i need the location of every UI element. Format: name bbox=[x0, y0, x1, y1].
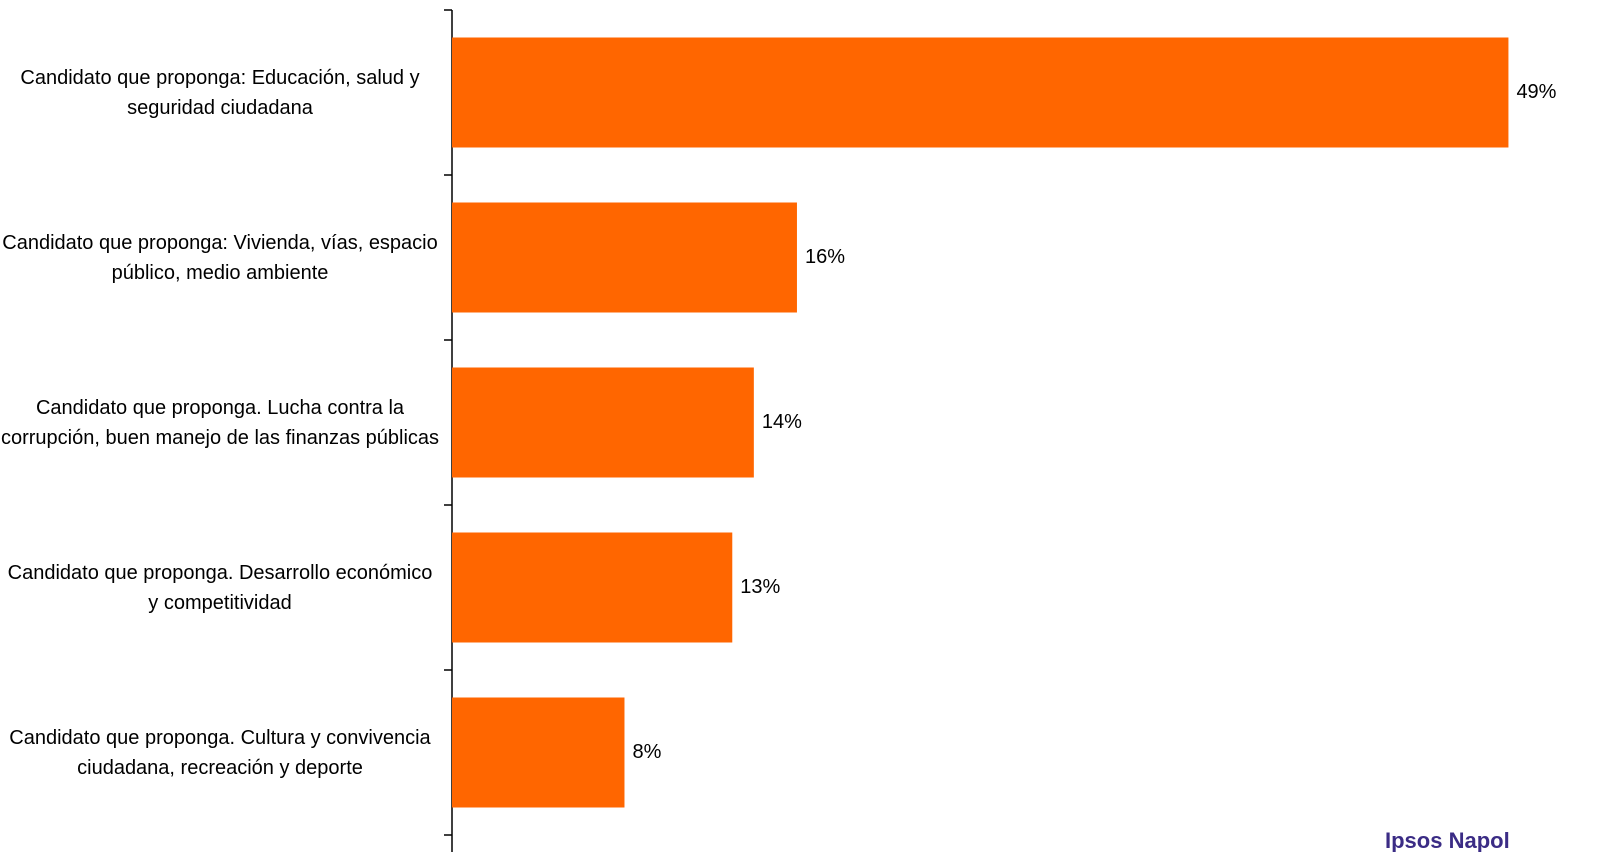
category-label: Candidato que proponga. Lucha contra la … bbox=[0, 396, 440, 449]
value-label: 49% bbox=[1516, 81, 1556, 103]
value-label: 14% bbox=[762, 411, 802, 433]
category-label: Candidato que proponga. Cultura y conviv… bbox=[9, 726, 431, 779]
category-label: Candidato que proponga: Educación, salud… bbox=[20, 66, 420, 119]
category-label: Candidato que proponga: Vivienda, vías, … bbox=[2, 231, 438, 284]
bar bbox=[452, 37, 1509, 148]
bar bbox=[452, 202, 797, 313]
value-label: 8% bbox=[632, 741, 661, 763]
bar bbox=[452, 532, 733, 643]
logo-text: Ipsos Napol bbox=[1385, 828, 1510, 852]
category-label: Candidato que proponga. Desarrollo econó… bbox=[7, 561, 433, 614]
bar bbox=[452, 367, 754, 478]
bar bbox=[452, 697, 625, 808]
value-label: 13% bbox=[740, 576, 780, 598]
value-label: 16% bbox=[805, 246, 845, 268]
